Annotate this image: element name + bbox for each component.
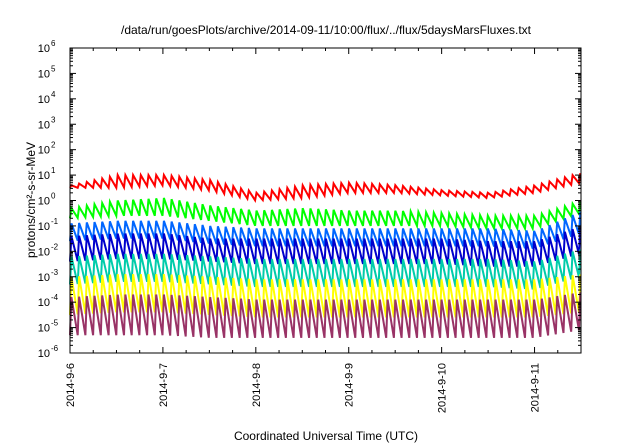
series-line-5 — [69, 249, 582, 290]
series-line-3 — [69, 211, 582, 250]
y-tick-exponent: 3 — [51, 115, 56, 124]
y-tick-label: 10 — [38, 348, 50, 360]
y-tick-label: 10 — [38, 246, 50, 258]
y-tick-exponent: -4 — [51, 293, 59, 302]
y-tick-label: 10 — [38, 43, 50, 55]
y-tick-exponent: -5 — [51, 319, 59, 328]
y-tick-label: 10 — [38, 94, 50, 106]
chart-title: /data/run/goesPlots/archive/2014-09-11/1… — [121, 23, 532, 37]
x-tick-label: 2014-9-11 — [530, 363, 542, 412]
y-tick-exponent: 0 — [51, 192, 56, 201]
y-tick-label: 10 — [38, 297, 50, 309]
x-axis: 2014-9-6 2014-9-7 2014-9-8 2014-9-9 2014-9-1… — [65, 48, 559, 413]
series-line-1 — [69, 171, 582, 203]
y-tick-exponent: 4 — [51, 90, 56, 99]
y-tick-label: 10 — [38, 221, 50, 233]
x-axis-label: Coordinated Universal Time (UTC) — [234, 429, 418, 443]
x-tick-label: 2014-9-7 — [158, 363, 170, 407]
series-line-7 — [69, 292, 582, 338]
y-tick-exponent: -6 — [51, 344, 59, 353]
y-tick-exponent: 1 — [51, 166, 56, 175]
y-tick-label: 10 — [38, 272, 50, 284]
x-tick-label: 2014-9-9 — [344, 363, 356, 407]
x-tick-label: 2014-9-10 — [437, 363, 449, 413]
y-tick-label: 10 — [38, 145, 50, 157]
series-line-2 — [69, 197, 582, 233]
y-tick-exponent: -3 — [51, 268, 59, 277]
y-axis-label: protons/cm²-s-sr-MeV — [24, 142, 38, 258]
y-tick-exponent: 6 — [51, 39, 56, 48]
y-tick-exponent: 5 — [51, 64, 56, 73]
y-tick-label: 10 — [38, 196, 50, 208]
y-tick-label: 10 — [38, 68, 50, 80]
y-tick-exponent: -2 — [51, 242, 59, 251]
y-tick-label: 10 — [38, 119, 50, 131]
y-tick-exponent: -1 — [51, 217, 59, 226]
y-tick-exponent: 2 — [51, 141, 56, 150]
x-tick-label: 2014-9-6 — [65, 363, 77, 407]
series-line-4 — [69, 226, 582, 267]
y-tick-label: 10 — [38, 323, 50, 335]
plot-frame — [69, 47, 582, 354]
plot-area — [69, 171, 582, 338]
x-tick-label: 2014-9-8 — [251, 363, 263, 407]
y-tick-label: 10 — [38, 170, 50, 182]
